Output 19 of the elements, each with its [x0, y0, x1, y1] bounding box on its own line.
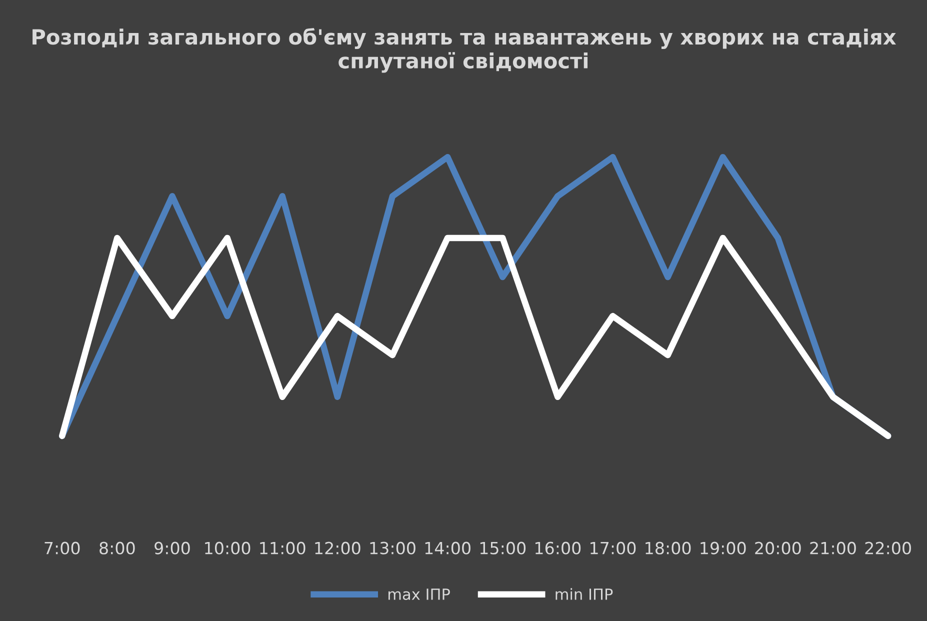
x-tick-label: 9:00 [154, 542, 190, 554]
legend-label: max ІПР [388, 588, 450, 600]
x-tick-label: 21:00 [810, 542, 856, 554]
x-tick-label: 11:00 [260, 542, 306, 554]
chart-title: Розподіл загального об'єму занять та навантажень у хворих на стадіях сплутаної свідомості [32, 28, 896, 73]
x-tick-label: 14:00 [425, 542, 470, 554]
x-tick-label: 22:00 [865, 542, 911, 554]
x-tick-label: 13:00 [370, 542, 416, 554]
x-tick-label: 7:00 [44, 542, 80, 554]
x-tick-label: 18:00 [646, 542, 691, 554]
x-tick-label: 19:00 [700, 542, 746, 554]
x-tick-label: 10:00 [205, 542, 250, 554]
x-tick-label: 16:00 [536, 542, 581, 554]
x-tick-label: 12:00 [315, 542, 360, 554]
x-tick-label: 17:00 [590, 542, 636, 554]
x-tick-label: 15:00 [480, 542, 526, 554]
legend-label: min ІПР [556, 588, 613, 600]
x-tick-label: 20:00 [755, 542, 801, 554]
x-tick-label: 8:00 [100, 542, 135, 554]
